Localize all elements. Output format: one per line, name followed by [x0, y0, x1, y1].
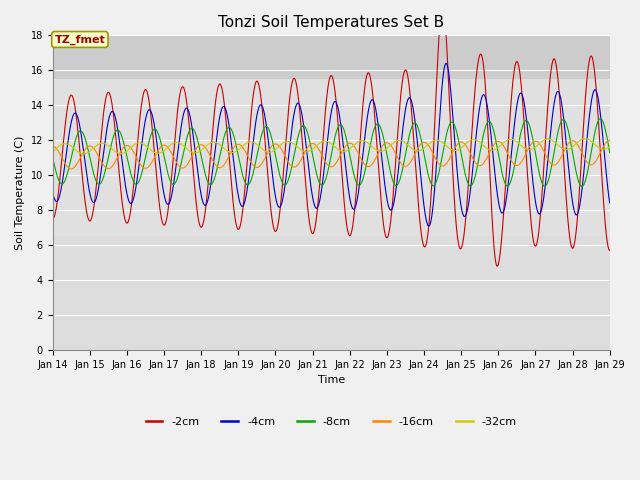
-4cm: [418, 181, 426, 187]
-8cm: [490, 131, 498, 136]
-32cm: [159, 148, 167, 154]
-8cm: [606, 150, 614, 156]
-4cm: [442, 60, 450, 66]
-2cm: [540, 157, 548, 163]
-32cm: [581, 136, 589, 142]
-4cm: [425, 223, 433, 229]
-4cm: [540, 191, 548, 197]
-2cm: [491, 252, 499, 257]
-16cm: [540, 148, 548, 154]
-16cm: [67, 166, 75, 172]
-2cm: [49, 216, 56, 222]
-16cm: [418, 140, 426, 146]
-8cm: [418, 139, 426, 144]
-32cm: [173, 140, 180, 145]
-16cm: [173, 160, 180, 166]
Bar: [52, 236, 610, 350]
-4cm: [49, 190, 56, 195]
-4cm: [173, 159, 180, 165]
-4cm: [606, 200, 614, 205]
-4cm: [235, 195, 243, 201]
-16cm: [49, 144, 56, 149]
-32cm: [606, 144, 614, 149]
Bar: [52, 36, 610, 79]
-32cm: [80, 151, 88, 157]
-32cm: [49, 149, 56, 155]
Y-axis label: Soil Temperature (C): Soil Temperature (C): [15, 135, 25, 250]
-8cm: [173, 178, 180, 183]
-8cm: [578, 183, 586, 189]
Line: -2cm: -2cm: [52, 6, 610, 266]
-32cm: [418, 147, 426, 153]
X-axis label: Time: Time: [317, 375, 345, 385]
-8cm: [235, 156, 243, 161]
-8cm: [159, 149, 167, 155]
Line: -4cm: -4cm: [52, 63, 610, 226]
-16cm: [236, 142, 243, 147]
Title: Tonzi Soil Temperatures Set B: Tonzi Soil Temperatures Set B: [218, 15, 444, 30]
-2cm: [493, 263, 501, 269]
Line: -8cm: -8cm: [52, 119, 610, 186]
-8cm: [596, 116, 604, 121]
-32cm: [540, 137, 548, 143]
Legend: -2cm, -4cm, -8cm, -16cm, -32cm: -2cm, -4cm, -8cm, -16cm, -32cm: [141, 412, 521, 431]
-8cm: [49, 155, 56, 161]
-16cm: [159, 143, 167, 148]
-8cm: [540, 183, 547, 189]
-4cm: [159, 186, 167, 192]
-4cm: [492, 173, 499, 179]
-32cm: [491, 147, 499, 153]
-32cm: [236, 146, 243, 152]
-2cm: [438, 3, 446, 9]
-2cm: [173, 118, 180, 124]
Line: -32cm: -32cm: [52, 139, 610, 154]
-16cm: [606, 137, 614, 143]
-2cm: [418, 233, 426, 239]
Line: -16cm: -16cm: [52, 140, 610, 169]
-2cm: [235, 226, 243, 232]
Text: TZ_fmet: TZ_fmet: [54, 35, 105, 45]
-2cm: [159, 221, 167, 227]
-16cm: [491, 141, 499, 146]
-2cm: [606, 248, 614, 253]
